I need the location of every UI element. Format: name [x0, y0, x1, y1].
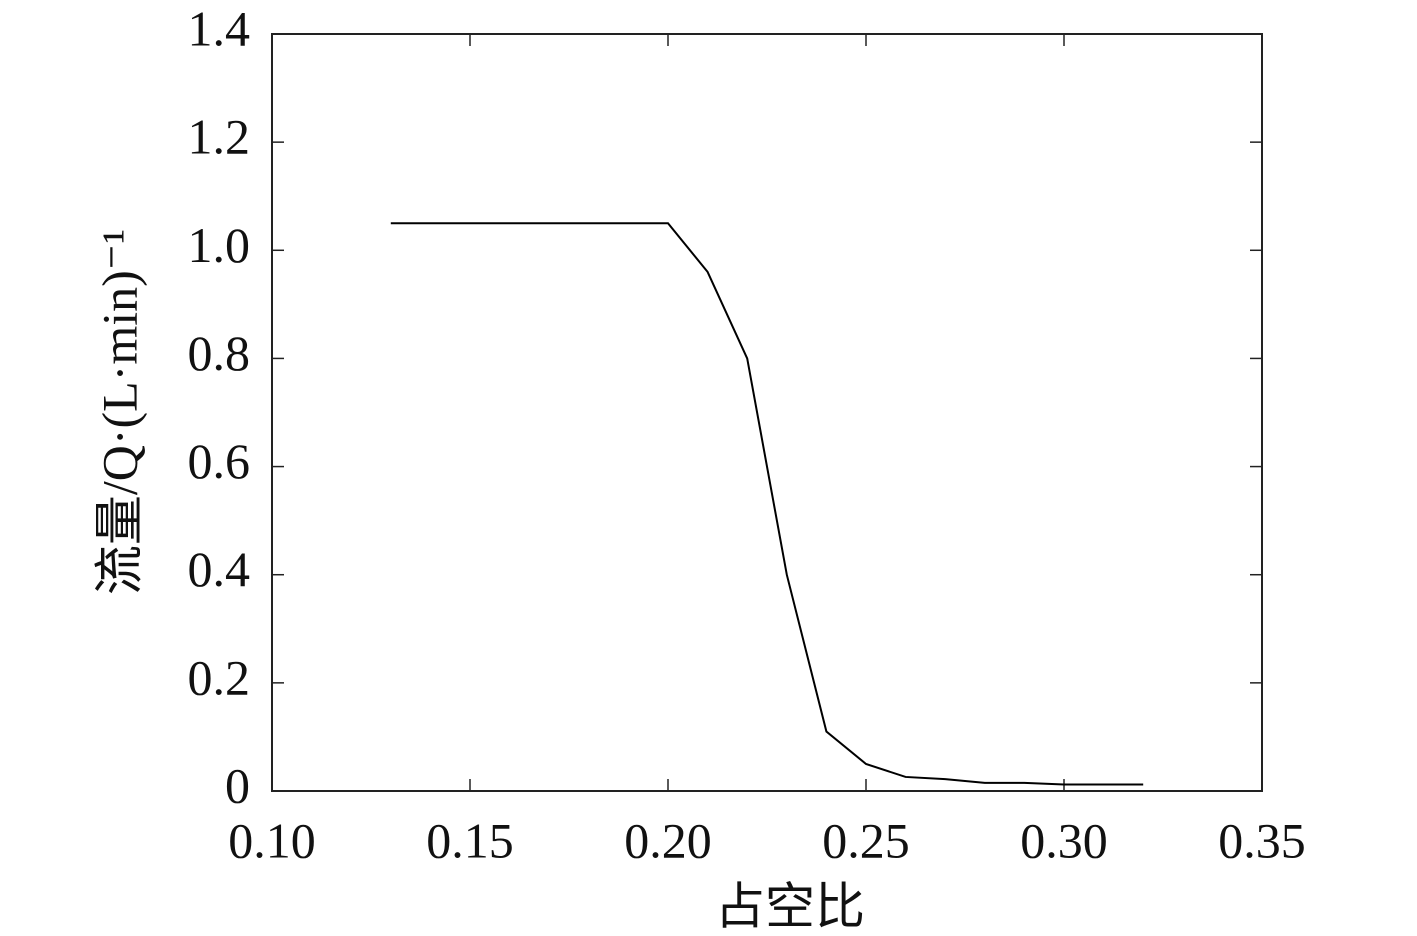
data-line: [390, 222, 1144, 786]
plot-frame: [271, 33, 1263, 792]
x-tick-label: 0.10: [228, 812, 316, 868]
y-tick-label: 1.2: [188, 109, 251, 165]
x-tick-label: 0.35: [1218, 812, 1306, 868]
y-tick-label: 1.0: [188, 217, 251, 273]
x-tick-label: 0.15: [426, 812, 514, 868]
y-tick-label: 0.6: [188, 433, 251, 489]
y-tick-label: 0.2: [188, 649, 251, 705]
x-tick-label: 0.25: [822, 812, 910, 868]
y-axis-label: 流量/Q·(L·min)⁻¹: [91, 229, 147, 595]
y-tick-label: 0.8: [188, 325, 251, 381]
y-tick-label: 0: [225, 757, 250, 813]
y-tick-label: 1.4: [188, 0, 251, 56]
y-tick-label: 0.4: [188, 541, 251, 597]
x-axis-label: 占空比: [715, 878, 865, 934]
x-tick-label: 0.30: [1020, 812, 1108, 868]
x-tick-label: 0.20: [624, 812, 712, 868]
